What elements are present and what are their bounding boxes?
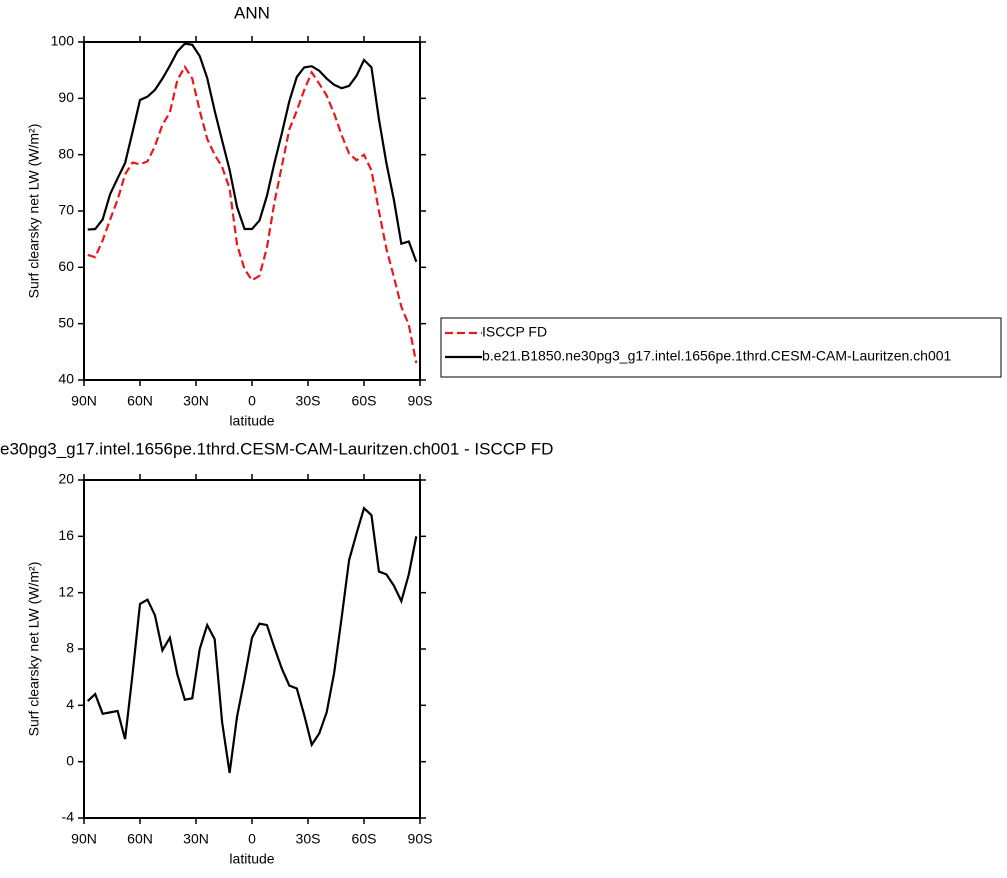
y-tick-label: 40 bbox=[58, 371, 74, 387]
y-tick-label: 80 bbox=[58, 145, 74, 161]
y-tick-label: 50 bbox=[58, 314, 74, 330]
x-tick-label: 90S bbox=[408, 393, 433, 409]
chart-title: ANN bbox=[234, 3, 270, 22]
x-tick-label: 30N bbox=[183, 393, 209, 409]
line-series bbox=[86, 506, 418, 774]
y-tick-label: 20 bbox=[58, 471, 74, 487]
y-tick-label: 4 bbox=[66, 696, 74, 712]
plot-frame bbox=[83, 41, 421, 381]
line-series bbox=[87, 64, 418, 364]
x-tick-label: 60S bbox=[352, 831, 377, 847]
legend-label: ISCCP FD bbox=[482, 324, 547, 340]
x-tick-label: 0 bbox=[248, 831, 256, 847]
y-axis-label: Surf clearsky net LW (W/m²) bbox=[26, 562, 42, 737]
x-tick-label: 0 bbox=[248, 393, 256, 409]
x-tick-label: 60S bbox=[352, 393, 377, 409]
y-tick-label: 70 bbox=[58, 202, 74, 218]
y-axis-label: Surf clearsky net LW (W/m²) bbox=[26, 124, 42, 299]
x-tick-label: 30S bbox=[296, 393, 321, 409]
x-tick-label: 30N bbox=[183, 831, 209, 847]
x-axis-label: latitude bbox=[229, 413, 274, 429]
x-tick-label: 90N bbox=[71, 393, 97, 409]
x-tick-label: 90N bbox=[71, 831, 97, 847]
y-tick-label: 90 bbox=[58, 89, 74, 105]
legend-label: b.e21.B1850.ne30pg3_g17.intel.1656pe.1th… bbox=[482, 348, 952, 364]
x-tick-label: 30S bbox=[296, 831, 321, 847]
y-tick-label: 16 bbox=[58, 527, 74, 543]
legend-box bbox=[440, 317, 1002, 378]
x-axis-label: latitude bbox=[229, 851, 274, 867]
x-tick-label: 90S bbox=[408, 831, 433, 847]
chart-title: e30pg3_g17.intel.1656pe.1thrd.CESM-CAM-L… bbox=[0, 439, 553, 458]
x-tick-label: 60N bbox=[127, 831, 153, 847]
x-tick-label: 60N bbox=[127, 393, 153, 409]
y-tick-label: 12 bbox=[58, 583, 74, 599]
y-tick-label: 8 bbox=[66, 640, 74, 656]
y-tick-label: 100 bbox=[51, 33, 75, 49]
line-series bbox=[87, 42, 418, 263]
y-tick-label: -4 bbox=[62, 809, 75, 825]
y-tick-label: 60 bbox=[58, 258, 74, 274]
y-tick-label: 0 bbox=[66, 752, 74, 768]
